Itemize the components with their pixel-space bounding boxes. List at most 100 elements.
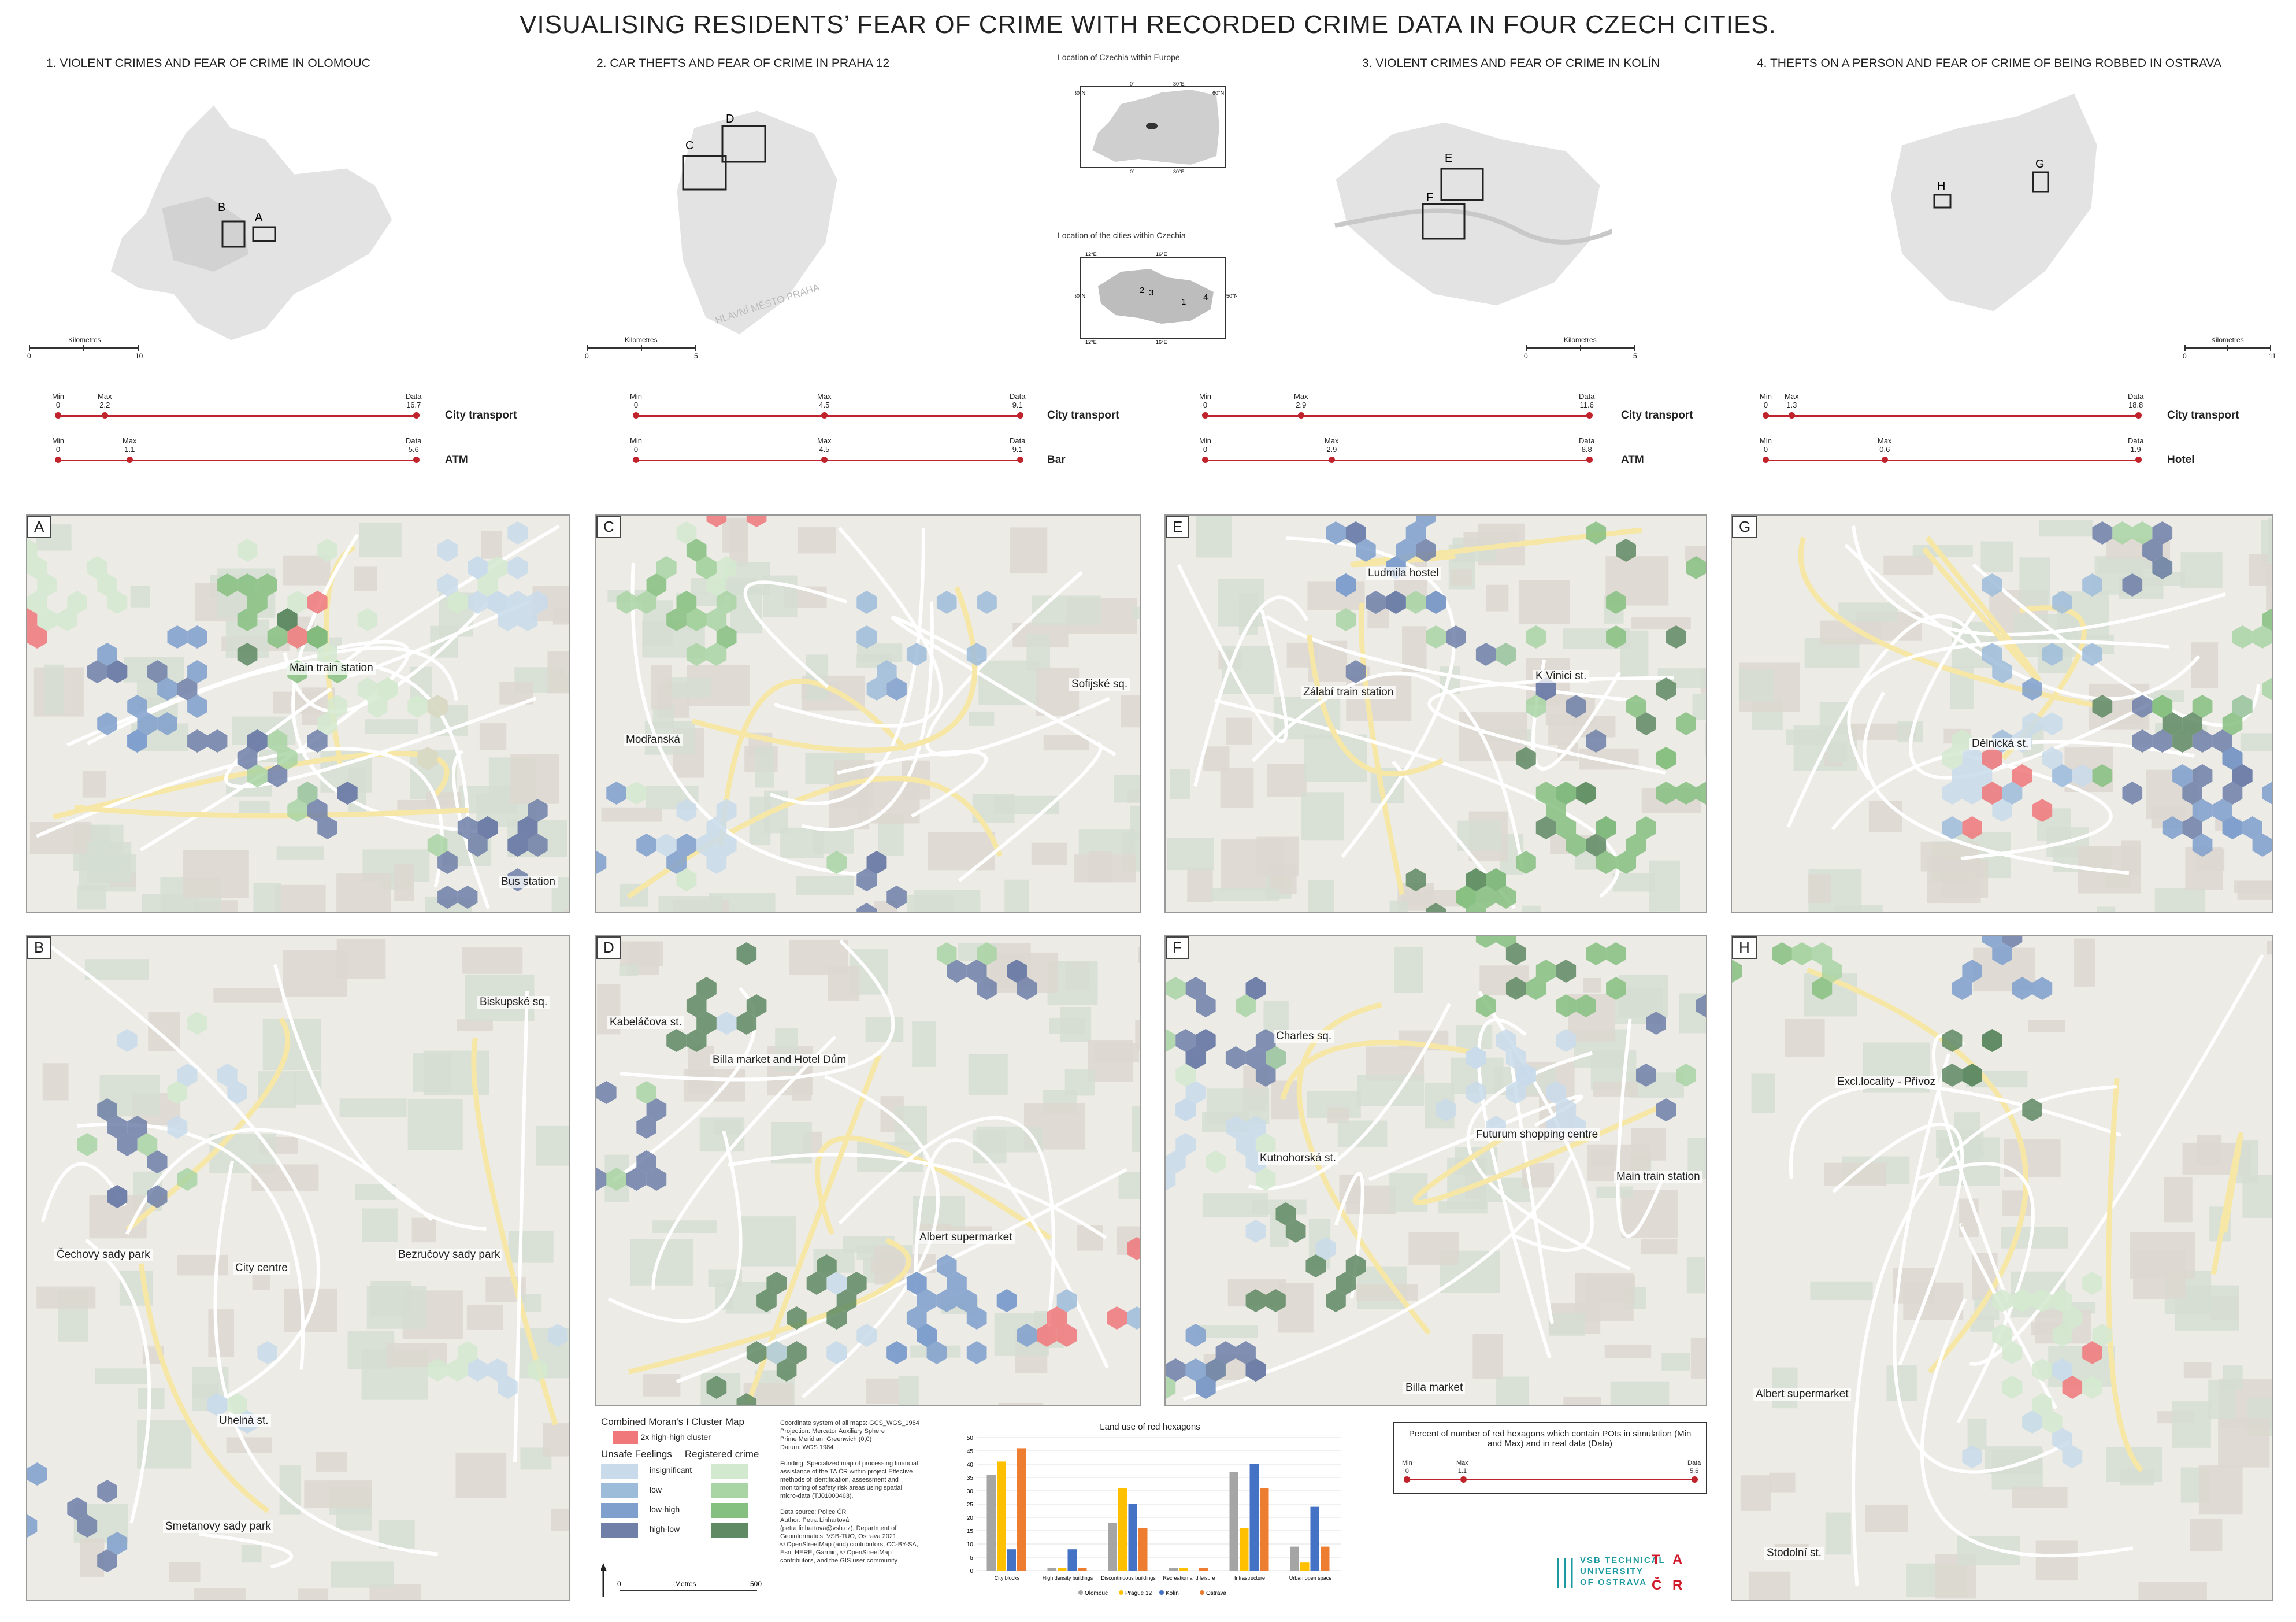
place-label: Billa market and Hotel Dům	[710, 1054, 849, 1066]
hexagon-cell	[2132, 521, 2153, 545]
hexagon-cell	[766, 1272, 787, 1295]
place-label: Albert supermarket	[1753, 1388, 1851, 1401]
hexagon-cell	[1426, 625, 1446, 649]
chart-bar	[1300, 1562, 1310, 1571]
metadata-line: monitoring of safety risk areas using sp…	[780, 1484, 902, 1491]
map-panel-b[interactable]: B Biskupské sq. Čechovy sady park City cent…	[26, 935, 570, 1601]
hexagon-cell	[1166, 1358, 1186, 1382]
map-panel-basemap	[27, 936, 569, 1600]
chart-bar	[1240, 1528, 1249, 1571]
hexagon-cell	[437, 539, 458, 562]
hexagon-cell	[477, 816, 498, 839]
hexagon-cell	[1535, 677, 1556, 701]
hexagon-cell	[1166, 977, 1186, 1000]
metadata-line: © OpenStreetMap (and) contributors, CC-B…	[780, 1541, 918, 1548]
metadata-line: Prime Meridian: Greenwich (0,0)	[780, 1436, 872, 1443]
hexagon-cell	[517, 608, 538, 631]
hexagon-cell	[2252, 625, 2272, 649]
place-label: Bus station	[499, 876, 558, 888]
map-panel-e[interactable]: E Ludmila hostel Zálabí train station K Vin…	[1164, 514, 1707, 913]
hexagon-cell	[187, 1012, 207, 1035]
hexagon-cell	[2222, 782, 2243, 805]
hexagon-cell	[866, 677, 887, 701]
hexagon-cell	[656, 556, 677, 579]
poi-name-label: ATM	[445, 454, 468, 466]
hexagon-cell	[507, 591, 528, 614]
chart-legend-label: Ostrava	[1206, 1590, 1226, 1597]
hexagon-cell	[1047, 1306, 1067, 1330]
hexagon-cell	[2172, 729, 2193, 753]
hexagon-cell	[367, 695, 388, 718]
place-label: Uhelná st.	[217, 1414, 271, 1427]
hexagon-cell	[1952, 764, 1972, 787]
hexagon-cell	[1962, 1064, 1982, 1087]
hexagon-cell	[1236, 1341, 1256, 1364]
hexagon-cell	[468, 556, 488, 579]
hexagon-cell	[2042, 747, 2063, 770]
map-panel-c[interactable]: C Modřanská Sofijské sq.	[595, 514, 1141, 913]
chart-legend-marker	[1159, 1590, 1164, 1595]
hexagon-cell	[2022, 1410, 2042, 1434]
poi-row-1-1: Min 0 Max 2.2 Data 16.7	[52, 392, 421, 421]
hexagon-cell	[1255, 1029, 1276, 1052]
hexagon-cell	[596, 851, 607, 874]
hexagon-cell	[736, 1393, 757, 1405]
map-panel-g[interactable]: G Dělnická st.	[1731, 514, 2273, 913]
poi-data-label: Data 11.6	[1579, 392, 1595, 409]
hexagon-cell	[57, 608, 77, 631]
hexagon-cell	[1285, 1220, 1306, 1243]
hexagon-cell	[1315, 1237, 1336, 1260]
hexagon-cell	[2052, 1358, 2072, 1382]
hexagon-cell	[2092, 695, 2113, 718]
hexagon-cell	[756, 1289, 777, 1312]
hexagon-cell	[1056, 1289, 1077, 1312]
legend-row: low	[601, 1483, 763, 1499]
svg-text:60°N: 60°N	[1212, 90, 1224, 96]
hexagon-cell	[2052, 1324, 2072, 1347]
map-panel-d[interactable]: D Kabeláčova st. Billa market and Hotel Dů…	[595, 935, 1141, 1406]
hexagon-cell	[2092, 521, 2113, 545]
hexagon-cell	[626, 782, 647, 805]
hexagon-cell	[2122, 782, 2143, 805]
hexagon-cell	[646, 573, 667, 597]
hexagon-cell	[626, 1168, 647, 1191]
map-panel-a[interactable]: A Main train station Bus station	[26, 514, 570, 913]
chart-category-label: Discontinuous buildings	[1101, 1575, 1156, 1581]
hexagon-cell	[917, 1324, 937, 1347]
map-panel-f[interactable]: F Charles sq. Futurum shopping centre Kutno…	[1164, 935, 1707, 1406]
hexagon-cell	[2232, 764, 2253, 787]
locator-europe-title: Location of Czechia within Europe	[1058, 53, 1180, 62]
hexagon-cell	[237, 747, 258, 770]
hexagon-cell	[856, 1324, 877, 1347]
hexagon-cell	[157, 712, 177, 735]
hexagon-cell	[2002, 1376, 2023, 1399]
hexagon-cell	[457, 1341, 478, 1364]
hexagon-cell	[636, 591, 656, 614]
svg-text:0: 0	[617, 1580, 621, 1588]
hexagon-cell	[1236, 1133, 1256, 1156]
hexagon-cell	[977, 942, 997, 965]
hexagon-cell	[606, 1168, 626, 1191]
map-panel-basemap	[27, 521, 569, 912]
place-label: Dělnická st.	[1969, 738, 2031, 750]
hexagon-cell	[498, 1376, 518, 1399]
chart-bar	[1310, 1506, 1319, 1571]
hexagon-cell	[776, 1358, 797, 1382]
overview-box-g	[2032, 171, 2049, 193]
hexagon-cell	[1556, 1029, 1577, 1052]
hexagon-cell	[1475, 994, 1496, 1017]
poi-min-label: Min 0	[1760, 392, 1772, 409]
chart-bar	[1138, 1528, 1148, 1571]
hexagon-cell	[167, 625, 188, 649]
hexagon-cell	[227, 1393, 247, 1416]
hexagon-cell	[177, 677, 198, 701]
overview-box-a	[252, 226, 276, 242]
svg-text:60°N: 60°N	[1075, 90, 1085, 96]
overview-box-d	[721, 125, 766, 163]
hexagon-cell	[137, 712, 158, 735]
map-panel-h[interactable]: H Excl.locality - Přívoz Albert supermarke…	[1731, 935, 2273, 1601]
hexagon-cell	[1962, 960, 1982, 983]
hexagon-cell	[2142, 539, 2163, 562]
overview-map-olomouc: B A	[109, 102, 394, 342]
hexagon-cell	[1345, 521, 1366, 545]
